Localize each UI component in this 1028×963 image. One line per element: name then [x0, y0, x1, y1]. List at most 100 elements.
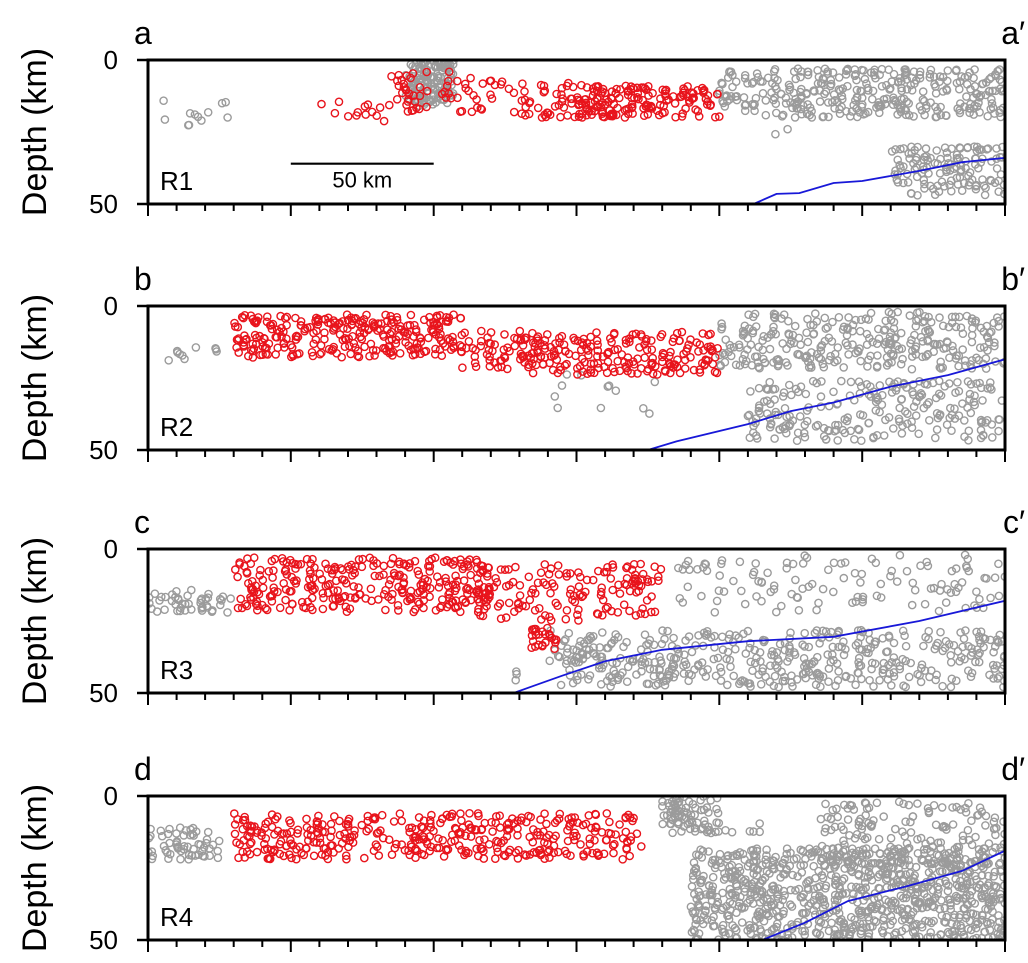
red-event-point: [413, 566, 423, 576]
red-event-point: [540, 560, 550, 569]
gray-event-point: [801, 389, 811, 399]
gray-event-point: [842, 416, 852, 426]
gray-event-point: [743, 898, 752, 908]
gray-event-point: [878, 868, 887, 878]
red-event-point: [530, 606, 540, 615]
red-event-point: [256, 565, 265, 575]
gray-event-point: [906, 339, 915, 348]
red-event-point: [293, 825, 303, 835]
red-event-point: [570, 597, 580, 607]
red-event-point: [472, 574, 482, 583]
gray-event-point: [752, 352, 762, 362]
red-event-point: [388, 553, 398, 563]
gray-event-point: [798, 892, 807, 902]
gray-event-point: [667, 797, 677, 806]
red-event-point: [424, 333, 433, 343]
slab-surface-line: [753, 157, 1005, 204]
gray-event-point: [978, 79, 988, 88]
profile-start-label: a: [134, 15, 152, 51]
red-event-point: [476, 341, 486, 351]
gray-event-point: [749, 567, 759, 577]
gray-event-point: [215, 594, 225, 604]
gray-event-point: [702, 827, 712, 837]
red-event-point: [309, 339, 319, 349]
red-event-point: [296, 317, 306, 326]
red-event-point: [434, 834, 443, 843]
red-event-point: [578, 820, 588, 830]
red-event-point: [271, 350, 281, 359]
gray-event-point: [935, 363, 945, 372]
gray-event-point: [851, 96, 860, 105]
gray-event-point: [911, 411, 921, 420]
gray-event-point: [851, 680, 860, 690]
gray-event-point: [953, 377, 962, 387]
red-event-point: [409, 105, 418, 115]
gray-event-point: [839, 363, 849, 372]
red-event-point: [655, 100, 665, 110]
red-event-point: [496, 565, 506, 574]
gray-event-point: [838, 325, 848, 334]
gray-event-point: [446, 65, 456, 75]
red-event-point: [385, 341, 395, 351]
red-event-point: [425, 816, 435, 825]
gray-event-point: [874, 334, 884, 344]
gray-event-point: [160, 115, 170, 124]
panel-label: R3: [160, 655, 193, 685]
red-event-point: [291, 579, 301, 588]
red-event-point: [650, 607, 660, 617]
gray-event-point: [830, 357, 839, 367]
gray-event-point: [936, 843, 945, 853]
red-event-point: [493, 363, 503, 372]
gray-event-point: [864, 932, 873, 940]
gray-event-point: [830, 822, 840, 832]
gray-event-point: [732, 95, 742, 105]
red-event-point: [658, 348, 668, 358]
gray-event-point: [589, 632, 598, 641]
gray-event-point: [758, 77, 767, 86]
red-event-point: [460, 850, 469, 860]
gray-event-point: [989, 674, 998, 683]
gray-event-point: [852, 830, 862, 839]
gray-event-point: [977, 417, 987, 427]
red-event-point: [248, 584, 258, 594]
gray-event-point: [949, 641, 959, 650]
gray-event-point: [970, 142, 979, 151]
gray-event-point: [708, 872, 718, 882]
red-event-point: [497, 362, 506, 372]
gray-event-point: [891, 386, 901, 395]
red-event-point: [280, 566, 290, 576]
red-event-point: [633, 93, 642, 102]
red-event-point: [327, 569, 337, 578]
red-event-point: [488, 346, 497, 356]
red-event-point: [698, 329, 708, 338]
red-event-point: [640, 353, 650, 363]
gray-event-point: [801, 659, 811, 668]
gray-event-point: [811, 309, 820, 318]
gray-event-point: [226, 594, 235, 603]
red-event-point: [427, 810, 436, 820]
gray-event-point: [946, 658, 956, 667]
gray-event-point: [987, 73, 996, 82]
red-event-point: [694, 112, 704, 121]
red-event-point: [691, 105, 700, 114]
red-event-point: [461, 846, 471, 856]
red-event-point: [341, 579, 351, 588]
gray-event-point: [794, 884, 804, 894]
gray-event-point: [221, 97, 230, 107]
gray-event-point: [979, 342, 989, 352]
gray-event-point: [176, 854, 185, 864]
gray-event-point: [879, 812, 889, 821]
gray-event-point: [893, 905, 902, 915]
gray-event-point: [694, 887, 704, 897]
red-event-point: [425, 584, 435, 593]
gray-event-point: [854, 377, 864, 387]
red-event-point: [588, 91, 598, 100]
gray-event-point: [952, 868, 961, 877]
gray-event-point: [203, 827, 213, 837]
gray-event-point: [838, 889, 848, 898]
red-event-point: [500, 851, 510, 861]
red-event-point: [341, 851, 351, 861]
red-event-point: [680, 355, 690, 365]
gray-event-point: [887, 883, 897, 892]
gray-event-point: [866, 351, 875, 361]
